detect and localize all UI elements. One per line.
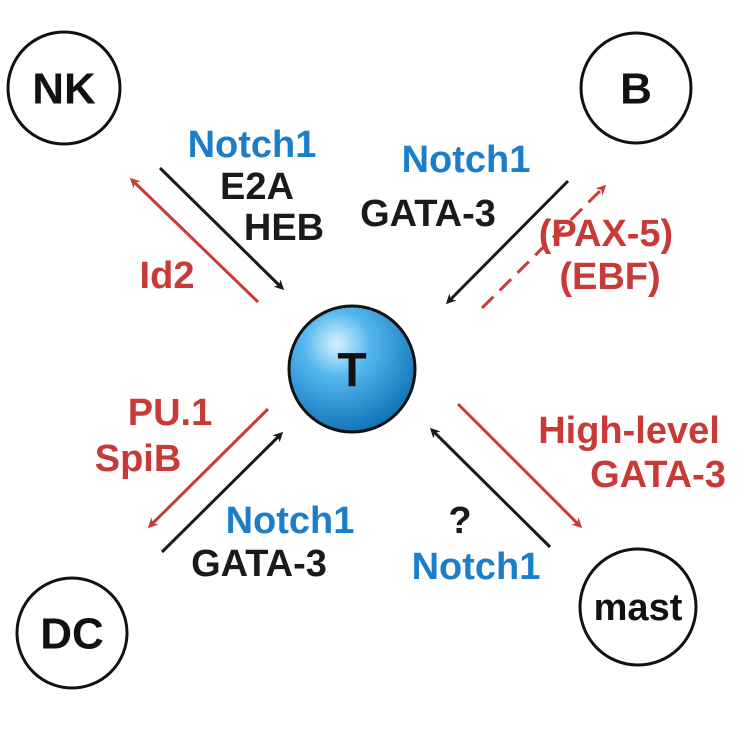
b-label: B <box>620 65 652 114</box>
node-mast: mast <box>578 547 698 667</box>
mast-circle <box>578 547 698 667</box>
label-nk-heb: HEB <box>244 207 324 249</box>
label-mast-question: ? <box>448 500 471 542</box>
label-mast-highlevel: High-level <box>538 410 720 452</box>
label-b-gata3: GATA-3 <box>360 193 496 235</box>
t-cell-label: T <box>337 345 366 398</box>
arrow-t-to-nk <box>129 177 260 304</box>
arrow-mast-to-t <box>429 427 552 549</box>
label-dc-spib: SpiB <box>95 438 182 480</box>
arrow-dc-to-t <box>160 431 284 554</box>
label-mast-gata3: GATA-3 <box>590 454 726 496</box>
nk-label: NK <box>32 65 96 114</box>
label-b-pax5: (PAX-5) <box>539 213 673 255</box>
label-nk-notch1: Notch1 <box>188 124 317 166</box>
b-circle <box>579 31 693 145</box>
node-b: B <box>579 31 693 145</box>
t-cell-sphere <box>287 304 417 434</box>
label-dc-notch1: Notch1 <box>226 500 355 542</box>
label-mast-notch1: Notch1 <box>412 546 541 588</box>
nk-circle <box>6 30 122 146</box>
label-nk-e2a: E2A <box>220 166 294 208</box>
node-nk: NK <box>6 30 122 146</box>
arrow-t-to-mast <box>456 402 583 529</box>
arrow-t-to-dc <box>147 407 270 529</box>
arrow-t-to-b-dashed <box>480 184 607 310</box>
label-dc-gata3: GATA-3 <box>191 543 327 585</box>
dc-circle <box>15 576 129 690</box>
label-b-ebf: (EBF) <box>559 256 660 298</box>
arrow-nk-to-t <box>158 166 285 291</box>
node-t-cell: T <box>287 304 417 434</box>
node-dc: DC <box>15 576 129 690</box>
label-dc-pu1: PU.1 <box>128 392 212 434</box>
label-b-notch1: Notch1 <box>402 139 531 181</box>
mast-label: mast <box>594 587 683 629</box>
label-nk-id2: Id2 <box>140 255 195 297</box>
arrow-b-to-t <box>445 179 570 305</box>
dc-label: DC <box>40 610 104 659</box>
